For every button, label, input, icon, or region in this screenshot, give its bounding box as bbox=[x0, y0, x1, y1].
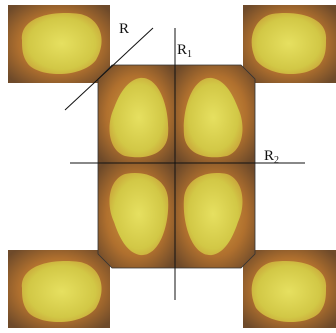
label-part: R bbox=[119, 21, 129, 37]
label-r2: R2 bbox=[264, 148, 279, 166]
tile-top-left bbox=[8, 5, 110, 83]
central-block bbox=[98, 65, 255, 268]
tile-bottom-right bbox=[243, 250, 336, 328]
label-part: 2 bbox=[274, 155, 279, 166]
label-r: R bbox=[119, 21, 129, 37]
label-r1: R1 bbox=[177, 42, 192, 60]
diagram: R R1 R2 bbox=[0, 0, 336, 333]
tile-bottom-left bbox=[8, 250, 110, 328]
label-part: R bbox=[177, 42, 187, 58]
label-part: R bbox=[264, 148, 274, 164]
tile-top-right bbox=[243, 5, 336, 83]
label-part: 1 bbox=[187, 49, 192, 60]
